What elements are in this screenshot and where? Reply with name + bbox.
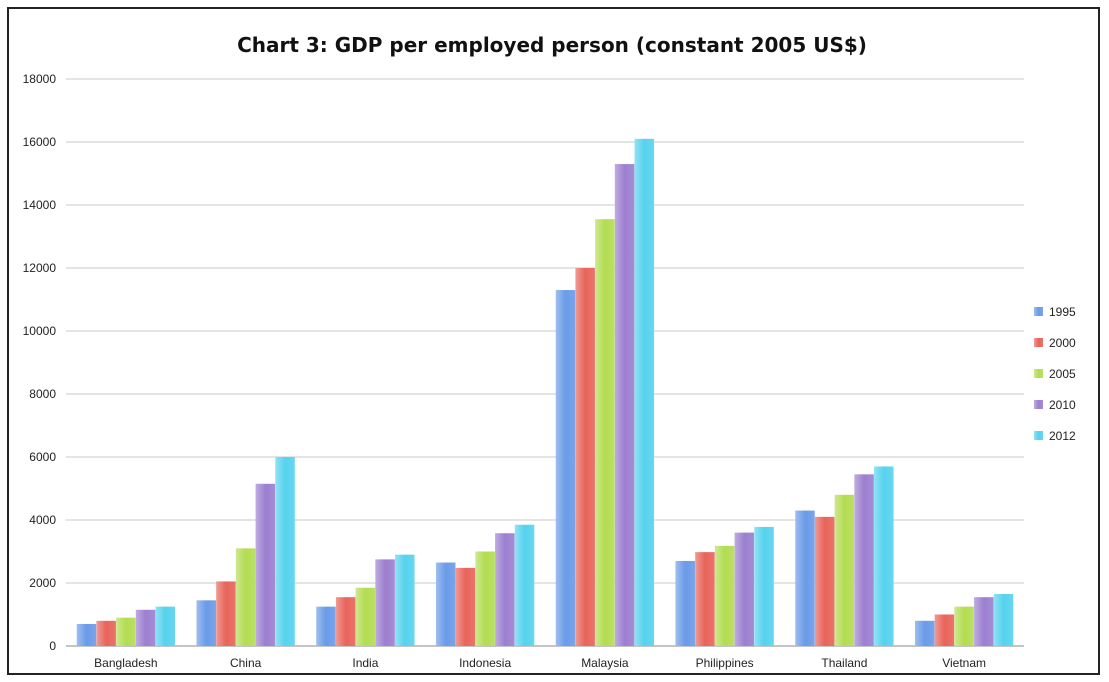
x-tick-label: India bbox=[352, 656, 378, 670]
bar-india-2005 bbox=[355, 587, 376, 646]
bar-vietnam-2012 bbox=[993, 594, 1014, 646]
bar-china-2012 bbox=[275, 457, 295, 646]
bar-philippines-2012 bbox=[754, 526, 774, 646]
bar-philippines-1995 bbox=[675, 560, 695, 646]
bar-china-1995 bbox=[196, 600, 216, 646]
bar-malaysia-2010 bbox=[614, 164, 635, 647]
bar-thailand-2005 bbox=[834, 494, 855, 646]
y-tick-label: 10000 bbox=[23, 324, 57, 338]
legend-label: 2010 bbox=[1049, 398, 1076, 412]
bar-philippines-2000 bbox=[695, 552, 715, 646]
chart-frame bbox=[7, 7, 1100, 675]
legend-label: 2005 bbox=[1049, 367, 1076, 381]
bar-indonesia-2010 bbox=[495, 533, 515, 646]
legend-label: 2012 bbox=[1049, 429, 1076, 443]
bar-bangladesh-2000 bbox=[96, 620, 116, 646]
bar-vietnam-2005 bbox=[954, 606, 974, 646]
bar-india-1995 bbox=[316, 606, 336, 646]
x-tick-label: Philippines bbox=[696, 656, 754, 670]
legend-label: 2000 bbox=[1049, 336, 1076, 350]
y-tick-label: 18000 bbox=[23, 72, 57, 86]
x-tick-label: Thailand bbox=[821, 656, 867, 670]
legend-label: 1995 bbox=[1049, 305, 1076, 319]
bar-vietnam-2010 bbox=[974, 597, 994, 646]
bar-philippines-2010 bbox=[734, 532, 755, 646]
bar-indonesia-2005 bbox=[475, 551, 495, 646]
bar-bangladesh-1995 bbox=[76, 623, 97, 646]
legend-swatch bbox=[1034, 307, 1043, 316]
legend-swatch bbox=[1034, 431, 1043, 440]
bar-indonesia-2012 bbox=[514, 524, 535, 646]
bar-malaysia-2012 bbox=[634, 138, 655, 646]
bar-india-2000 bbox=[335, 597, 356, 646]
x-tick-label: Indonesia bbox=[459, 656, 511, 670]
bar-bangladesh-2012 bbox=[155, 606, 176, 646]
bar-vietnam-1995 bbox=[914, 620, 935, 646]
bar-indonesia-2000 bbox=[455, 567, 476, 646]
x-axis-ticks: Bangladesh China India Indonesia Malaysia Phi… bbox=[94, 656, 986, 670]
chart-title: Chart 3: GDP per employed person (consta… bbox=[237, 33, 867, 57]
bar-bangladesh-2005 bbox=[116, 617, 136, 646]
legend-swatch bbox=[1034, 338, 1043, 347]
y-tick-label: 0 bbox=[49, 639, 56, 653]
bar-malaysia-2005 bbox=[595, 219, 615, 647]
x-tick-label: Bangladesh bbox=[94, 656, 157, 670]
bar-china-2005 bbox=[235, 548, 256, 646]
y-axis-ticks: 0 2000 4000 6000 8000 10000 12000 14000 16000 180… bbox=[23, 72, 57, 653]
bar-thailand-2010 bbox=[854, 474, 874, 646]
legend-swatch bbox=[1034, 400, 1043, 409]
bar-india-2012 bbox=[395, 554, 415, 646]
y-tick-label: 4000 bbox=[29, 513, 56, 527]
bar-china-2000 bbox=[216, 581, 236, 646]
bar-china-2010 bbox=[255, 483, 276, 646]
bar-thailand-2012 bbox=[874, 466, 894, 646]
y-tick-label: 12000 bbox=[23, 261, 57, 275]
bar-thailand-1995 bbox=[795, 510, 815, 646]
bar-thailand-2000 bbox=[814, 516, 835, 646]
bar-malaysia-1995 bbox=[555, 290, 576, 646]
bar-malaysia-2000 bbox=[575, 268, 595, 646]
bar-vietnam-2000 bbox=[934, 614, 955, 646]
x-tick-label: Vietnam bbox=[942, 656, 986, 670]
x-tick-label: Malaysia bbox=[581, 656, 629, 670]
x-tick-label: China bbox=[230, 656, 262, 670]
y-tick-label: 14000 bbox=[23, 198, 57, 212]
bar-indonesia-1995 bbox=[435, 562, 456, 646]
bar-india-2010 bbox=[375, 559, 395, 646]
y-tick-label: 6000 bbox=[29, 450, 56, 464]
y-tick-label: 8000 bbox=[29, 387, 56, 401]
y-tick-label: 16000 bbox=[23, 135, 57, 149]
bar-philippines-2005 bbox=[714, 545, 735, 646]
y-tick-label: 2000 bbox=[29, 576, 56, 590]
legend-swatch bbox=[1034, 369, 1043, 378]
bar-bangladesh-2010 bbox=[135, 609, 156, 646]
legend: 1995 2000 2005 2010 2012 bbox=[1034, 305, 1076, 443]
bars bbox=[76, 138, 1014, 647]
